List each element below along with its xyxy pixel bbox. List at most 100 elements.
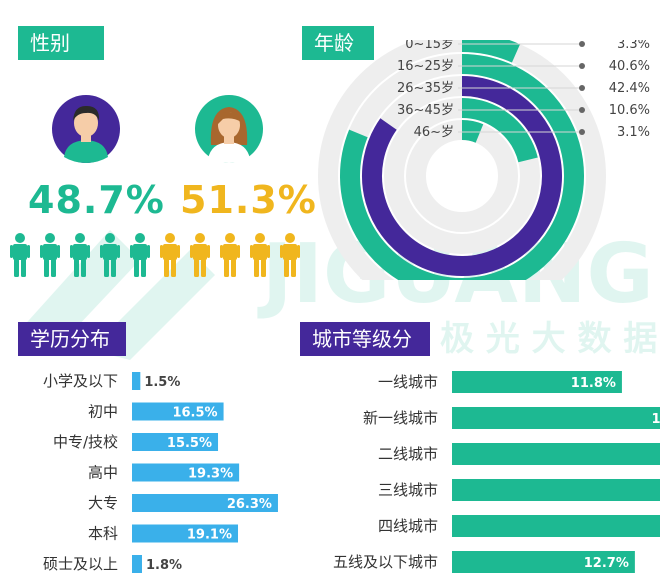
person-head	[285, 233, 295, 243]
education-bar	[132, 433, 219, 451]
person-leg	[111, 259, 116, 277]
person-leg	[134, 259, 139, 277]
city-level-value-label: 12.7%	[584, 556, 629, 571]
person-arm	[100, 245, 103, 258]
person-leg	[81, 259, 86, 277]
city-level-category-label: 一线城市	[378, 373, 438, 391]
person-leg	[284, 259, 289, 277]
person-head	[135, 233, 145, 243]
female-avatar-icon	[195, 95, 263, 163]
education-chart: 小学及以下 1.5% 初中 16.5% 中专/技校 15.5% 高中 19.3% 大专 26.3%…	[43, 372, 278, 573]
person-leg	[74, 259, 79, 277]
person-arm	[70, 245, 73, 258]
person-arm	[10, 245, 13, 258]
person-leg	[51, 259, 56, 277]
city-level-bar	[452, 479, 660, 501]
age-value-label: 10.6%	[609, 103, 650, 118]
education-value-label: 1.8%	[146, 558, 182, 573]
person-leg	[194, 259, 199, 277]
education-category-label: 小学及以下	[43, 372, 118, 390]
person-head	[225, 233, 235, 243]
age-category-label: 46~岁	[414, 125, 454, 140]
gender-title: 性别	[18, 26, 104, 60]
female-percentage: 51.3%	[180, 178, 317, 222]
person-body	[133, 244, 147, 260]
people-icons	[10, 233, 300, 277]
city-level-bar	[452, 407, 660, 429]
person-icon	[190, 233, 210, 277]
education-bar	[132, 555, 142, 573]
person-arm	[190, 245, 193, 258]
person-body	[283, 244, 297, 260]
age-arc	[461, 40, 521, 63]
age-value-label: 3.3%	[617, 40, 650, 52]
age-track	[406, 120, 518, 232]
person-icon	[10, 233, 30, 277]
education-bar	[132, 463, 240, 482]
person-leg	[14, 259, 19, 277]
person-leg	[254, 259, 259, 277]
education-value-label: 19.3%	[188, 467, 233, 482]
person-arm	[177, 245, 180, 258]
age-value-label: 42.4%	[609, 81, 650, 96]
education-value-label: 16.5%	[172, 406, 217, 421]
age-arc	[362, 76, 562, 276]
person-body	[73, 244, 87, 260]
city-level-category-label: 五线及以下城市	[333, 553, 438, 571]
education-value-label: 19.1%	[187, 528, 232, 543]
person-arm	[297, 245, 300, 258]
age-category-label: 26~35岁	[397, 81, 454, 96]
age-guide-dot	[579, 41, 585, 47]
person-arm	[57, 245, 60, 258]
person-head	[255, 233, 265, 243]
person-head	[105, 233, 115, 243]
person-arm	[237, 245, 240, 258]
person-body	[103, 244, 117, 260]
person-body	[43, 244, 57, 260]
education-bar	[132, 402, 224, 421]
person-arm	[220, 245, 223, 258]
city-level-title: 城市等级分布	[300, 322, 430, 385]
person-leg	[141, 259, 146, 277]
age-guide-dot	[579, 129, 585, 135]
education-title: 学历分布	[18, 322, 126, 356]
person-head	[195, 233, 205, 243]
city-level-category-label: 四线城市	[378, 517, 438, 535]
city-level-bar	[452, 515, 660, 537]
city-level-bar	[452, 371, 622, 393]
age-value-label: 40.6%	[609, 59, 650, 74]
education-bar	[132, 524, 239, 543]
person-icon	[250, 233, 270, 277]
education-category-label: 本科	[88, 525, 118, 543]
person-arm	[87, 245, 90, 258]
education-bar	[132, 372, 141, 390]
person-leg	[231, 259, 236, 277]
person-leg	[104, 259, 109, 277]
person-leg	[171, 259, 176, 277]
watermark-slogan: 极 光 大 数 据	[440, 319, 657, 359]
person-arm	[280, 245, 283, 258]
person-icon	[280, 233, 300, 277]
education-value-label: 26.3%	[227, 497, 272, 512]
person-arm	[117, 245, 120, 258]
city-level-value-label: 17.4%	[651, 412, 660, 427]
age-category-label: 0~15岁	[405, 40, 454, 52]
education-bar	[132, 494, 278, 512]
male-percentage: 48.7%	[28, 178, 165, 222]
age-category-label: 36~45岁	[397, 103, 454, 118]
age-arc	[461, 120, 484, 143]
person-body	[223, 244, 237, 260]
city-level-bar	[452, 443, 660, 465]
city-level-chart: 一线城市11.8%新一线城市17.4%二线城市18.6%三线城市21.3%四线城…	[333, 371, 660, 573]
age-arc	[340, 54, 584, 280]
person-body	[193, 244, 207, 260]
education-category-label: 硕士及以上	[43, 555, 118, 573]
person-head	[15, 233, 25, 243]
city-level-category-label: 二线城市	[378, 445, 438, 463]
person-arm	[160, 245, 163, 258]
age-value-label: 3.1%	[617, 125, 650, 140]
age-guide-dot	[579, 63, 585, 69]
city-level-category-label: 新一线城市	[363, 409, 438, 427]
person-arm	[27, 245, 30, 258]
